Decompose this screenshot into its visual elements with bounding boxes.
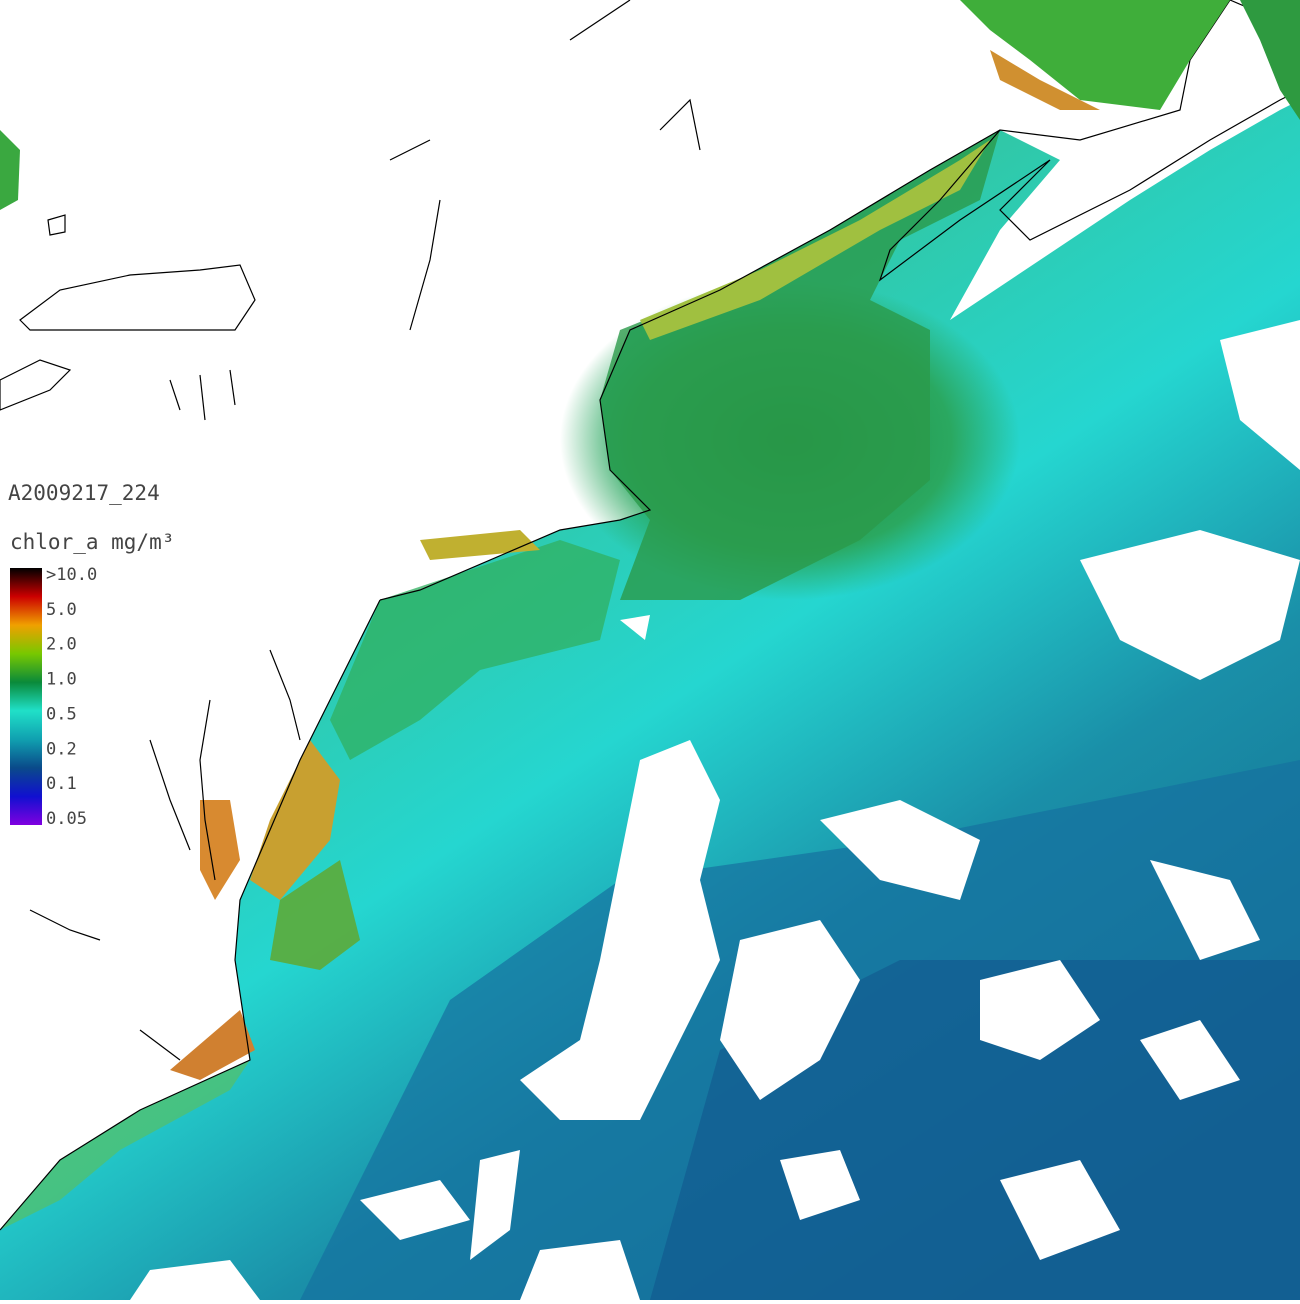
coastal-bloom — [170, 1010, 255, 1080]
image-id: A2009217_224 — [8, 481, 160, 505]
colorbar-label: chlor_a mg/m³ — [10, 530, 174, 554]
coastal-bloom — [420, 530, 540, 560]
lake — [19, 264, 256, 331]
coastline — [0, 0, 1001, 1231]
coastal-bloom — [640, 140, 990, 340]
land-vegetation — [960, 0, 1230, 110]
colorbar-tick-label: 0.5 — [46, 704, 77, 724]
land-vegetation — [1240, 0, 1300, 120]
clouds — [130, 320, 1300, 1300]
colorbar-tick-label: 1.0 — [46, 670, 77, 690]
colorbar — [10, 568, 42, 825]
coastal-bloom — [270, 860, 360, 970]
colorbar-ticks: >10.0 5.0 2.0 1.0 0.5 0.2 0.1 0.05 — [46, 565, 97, 829]
coastal-bloom — [200, 800, 240, 900]
land — [878, 0, 1300, 282]
colorbar-tick-label: 0.05 — [46, 809, 87, 829]
colorbar-tick-label: 0.2 — [46, 739, 77, 759]
colorbar-tick-label: >10.0 — [46, 565, 97, 585]
coastal-bloom — [250, 740, 340, 900]
colorbar-tick-label: 5.0 — [46, 600, 77, 620]
colorbar-tick-label: 2.0 — [46, 635, 77, 655]
coastal-bloom — [330, 540, 620, 760]
lake — [0, 359, 72, 411]
lake — [0, 130, 20, 210]
colorbar-tick-label: 0.1 — [46, 774, 77, 794]
coastal-bloom — [0, 1060, 250, 1230]
land-vegetation — [990, 50, 1100, 110]
coastal-bloom — [600, 130, 1000, 600]
lake — [47, 214, 66, 236]
